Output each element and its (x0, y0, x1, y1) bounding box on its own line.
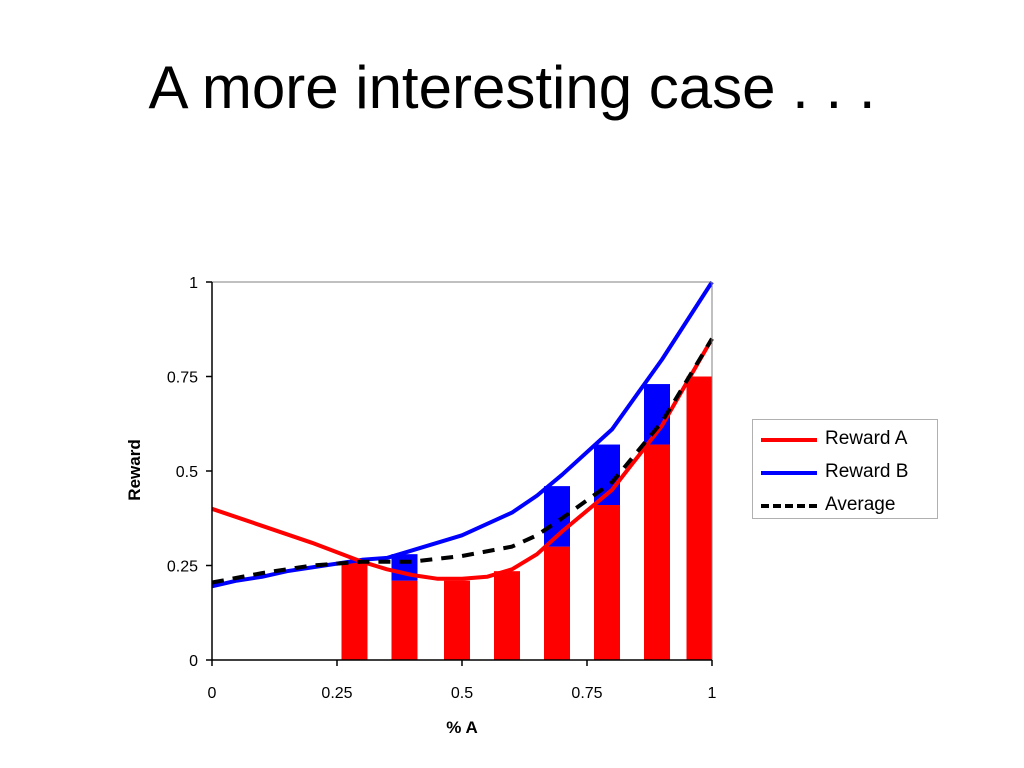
legend-label-average: Average (825, 494, 896, 515)
y-axis-label: Reward (125, 439, 144, 500)
y-tick-label-2: 0.5 (176, 464, 198, 481)
legend-swatch-reward-a (761, 438, 817, 442)
series-line-reward-a (211, 337, 714, 581)
y-tick-label-4: 1 (189, 275, 198, 292)
x-tick-label-1: 0.25 (321, 685, 352, 702)
axes-layer: 0 0.25 0.5 0.75 1 0 0.25 0.5 0.75 1 (167, 275, 717, 702)
y-tick-label-0: 0 (189, 653, 198, 670)
bar-a-2 (444, 580, 470, 660)
series-line-reward-b (211, 280, 714, 589)
legend-swatch-reward-b (761, 471, 817, 475)
legend-label-reward-a: Reward A (825, 428, 908, 449)
lines-layer (211, 280, 714, 589)
y-tick-label-3: 0.75 (167, 370, 198, 387)
x-tick-label-4: 1 (708, 685, 717, 702)
series-line-average (211, 337, 714, 585)
x-tick-label-3: 0.75 (571, 685, 602, 702)
bar-a-6 (644, 444, 670, 660)
bar-a-7 (686, 376, 713, 660)
legend: Reward A Reward B Average (752, 419, 938, 519)
bar-a-4 (544, 546, 570, 660)
bars-layer (341, 376, 713, 660)
bar-a-5 (594, 505, 620, 660)
bar-a-1 (391, 580, 418, 660)
bar-a-0 (341, 561, 368, 660)
x-tick-label-0: 0 (208, 685, 217, 702)
x-tick-label-2: 0.5 (451, 685, 473, 702)
legend-label-reward-b: Reward B (825, 461, 909, 482)
slide-title: A more interesting case . . . (148, 54, 876, 121)
y-tick-label-1: 0.25 (167, 559, 198, 576)
bar-a-3 (494, 571, 520, 660)
x-axis-label: % A (446, 718, 478, 737)
legend-swatch-average (761, 504, 817, 508)
